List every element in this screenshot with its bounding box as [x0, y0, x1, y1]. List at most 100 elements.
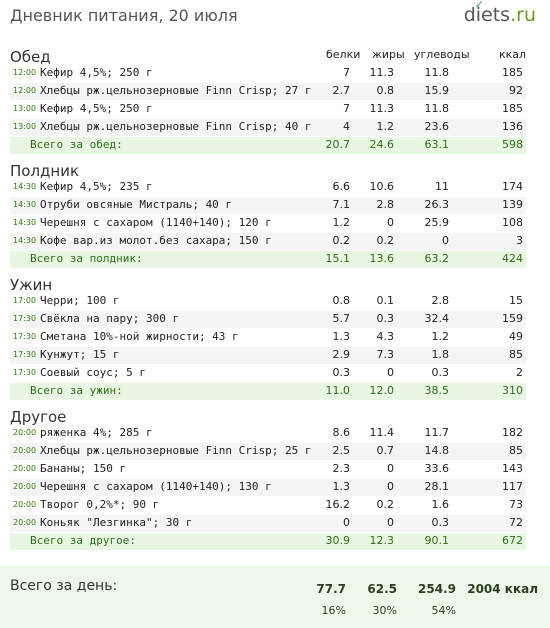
section-total: Всего за полдник: 15.1 13.6 63.2 424 — [10, 251, 526, 268]
section-total: Всего за обед: 20.7 24.6 63.1 598 — [10, 137, 526, 154]
day-percent-carbs: 54% — [431, 604, 456, 617]
food-row[interactable]: 20:00 Хлебцы рж.цельнозерновые Finn Crisp… — [10, 443, 526, 460]
entry-time: 20:00 — [13, 518, 37, 527]
food-name[interactable]: Черешня с сахаром (1140+140); 120 г — [40, 216, 272, 229]
value-carbs: 11.8 — [424, 66, 450, 79]
food-row[interactable]: 20:00 ряженка 4%; 285 г 8.6 11.4 11.7 182 — [10, 425, 526, 442]
food-row[interactable]: 14:30 Черешня с сахаром (1140+140); 120 г… — [10, 215, 526, 232]
value-protein: 7 — [343, 66, 350, 79]
value-kcal: 139 — [502, 198, 523, 211]
value-fat: 10.6 — [369, 180, 395, 193]
food-row[interactable]: 17:30 Кунжут; 15 г 2.9 7.3 1.8 85 — [10, 347, 526, 364]
food-name[interactable]: Черри; 100 г — [40, 294, 120, 307]
food-name[interactable]: ряженка 4%; 285 г — [40, 426, 153, 439]
value-carbs: 1.8 — [431, 348, 450, 361]
value-kcal: 92 — [509, 84, 523, 97]
value-carbs: 0 — [442, 234, 449, 247]
entry-time: 13:00 — [13, 104, 37, 113]
food-name[interactable]: Хлебцы рж.цельнозерновые Finn Crisp; 27 … — [40, 84, 312, 97]
food-name[interactable]: Кунжут; 15 г — [40, 348, 120, 361]
value-fat: 0 — [387, 366, 394, 379]
value-carbs: 11.8 — [424, 102, 450, 115]
value-carbs: 23.6 — [424, 120, 450, 133]
food-row[interactable]: 12:00 Кефир 4,5%; 250 г 7 11.3 11.8 185 — [10, 65, 526, 82]
section-total-label: Всего за ужин: — [30, 384, 123, 397]
day-total-fat: 62.5 — [367, 582, 397, 596]
value-protein: 0.2 — [332, 234, 351, 247]
food-row[interactable]: 13:00 Кефир 4,5%; 250 г 7 11.3 11.8 185 — [10, 101, 526, 118]
food-name[interactable]: Черешня с сахаром (1140+140); 130 г — [40, 480, 272, 493]
food-row[interactable]: 20:00 Коньяк "Лезгинка"; 30 г 0 0 0.3 72 — [10, 515, 526, 532]
food-name[interactable]: Бананы; 150 г — [40, 462, 127, 475]
food-name[interactable]: Хлебцы рж.цельнозерновые Finn Crisp; 40 … — [40, 120, 312, 133]
entry-time: 20:00 — [13, 428, 37, 437]
food-name[interactable]: Кефир 4,5%; 235 г — [40, 180, 153, 193]
entry-time: 12:00 — [13, 68, 37, 77]
value-protein: 1.3 — [332, 480, 351, 493]
food-name[interactable]: Сметана 10%-ной жирности; 43 г — [40, 330, 239, 343]
value-fat: 0.3 — [376, 312, 395, 325]
value-fat: 0.2 — [376, 498, 395, 511]
entry-time: 20:00 — [13, 464, 37, 473]
value-kcal: 117 — [502, 480, 523, 493]
value-protein: 5.7 — [332, 312, 351, 325]
section-total-label: Всего за обед: — [30, 138, 123, 151]
food-row[interactable]: 14:30 Кефир 4,5%; 235 г 6.6 10.6 11 174 — [10, 179, 526, 196]
value-protein: 1.3 — [332, 330, 351, 343]
food-name[interactable]: Творог 0,2%*; 90 г — [40, 498, 160, 511]
food-row[interactable]: 20:00 Черешня с сахаром (1140+140); 130 г… — [10, 479, 526, 496]
total-carbs: 38.5 — [424, 384, 450, 397]
column-carbs: углеводы — [414, 48, 470, 61]
day-percent-protein: 16% — [321, 604, 346, 617]
value-protein: 16.2 — [325, 498, 351, 511]
food-row[interactable]: 17:30 Свёкла на пару; 300 г 5.7 0.3 32.4 159 — [10, 311, 526, 328]
value-fat: 1.2 — [376, 120, 395, 133]
food-row[interactable]: 14:30 Кофе вар.из молот.без сахара; 150 г… — [10, 233, 526, 250]
food-row[interactable]: 17:30 Соевый соус; 5 г 0.3 0 0.3 2 — [10, 365, 526, 382]
value-fat: 0.2 — [376, 234, 395, 247]
value-protein: 2.7 — [332, 84, 351, 97]
food-row[interactable]: 13:00 Хлебцы рж.цельнозерновые Finn Crisp… — [10, 119, 526, 136]
value-kcal: 49 — [509, 330, 523, 343]
food-row[interactable]: 14:30 Отруби овсяные Мистраль; 40 г 7.1 2.8… — [10, 197, 526, 214]
food-name[interactable]: Кофе вар.из молот.без сахара; 150 г — [40, 234, 272, 247]
value-carbs: 0.3 — [431, 516, 450, 529]
day-total-label: Всего за день: — [10, 578, 118, 594]
value-fat: 11.3 — [369, 102, 395, 115]
entry-time: 20:00 — [13, 500, 37, 509]
value-fat: 2.8 — [376, 198, 395, 211]
value-kcal: 159 — [502, 312, 523, 325]
value-protein: 8.6 — [332, 426, 351, 439]
food-name[interactable]: Хлебцы рж.цельнозерновые Finn Crisp; 25 … — [40, 444, 312, 457]
food-row[interactable]: 20:00 Творог 0,2%*; 90 г 16.2 0.2 1.6 73 — [10, 497, 526, 514]
section-total: Всего за другое: 30.9 12.3 90.1 672 — [10, 533, 526, 550]
value-carbs: 26.3 — [424, 198, 450, 211]
food-name[interactable]: Свёкла на пару; 300 г — [40, 312, 180, 325]
section-title: Другое — [10, 408, 67, 426]
brand-name: diets — [463, 4, 511, 26]
value-kcal: 136 — [502, 120, 523, 133]
column-protein: белки — [326, 48, 361, 61]
value-carbs: 1.2 — [431, 330, 450, 343]
total-carbs: 63.1 — [424, 138, 450, 151]
food-row[interactable]: 17:30 Сметана 10%-ной жирности; 43 г 1.3 4.… — [10, 329, 526, 346]
food-row[interactable]: 17:00 Черри; 100 г 0.8 0.1 2.8 15 — [10, 293, 526, 310]
value-protein: 2.3 — [332, 462, 351, 475]
value-fat: 0 — [387, 480, 394, 493]
total-fat: 24.6 — [369, 138, 395, 151]
value-carbs: 1.6 — [431, 498, 450, 511]
site-logo[interactable]: diets.ru ✓ — [463, 0, 536, 26]
value-carbs: 15.9 — [424, 84, 450, 97]
food-name[interactable]: Отруби овсяные Мистраль; 40 г — [40, 198, 233, 211]
food-name[interactable]: Соевый соус; 5 г — [40, 366, 146, 379]
food-name[interactable]: Кефир 4,5%; 250 г — [40, 102, 153, 115]
value-carbs: 33.6 — [424, 462, 450, 475]
food-name[interactable]: Коньяк "Лезгинка"; 30 г — [40, 516, 193, 529]
value-carbs: 0.3 — [431, 366, 450, 379]
food-row[interactable]: 12:00 Хлебцы рж.цельнозерновые Finn Crisp… — [10, 83, 526, 100]
total-protein: 11.0 — [325, 384, 351, 397]
food-name[interactable]: Кефир 4,5%; 250 г — [40, 66, 153, 79]
food-row[interactable]: 20:00 Бананы; 150 г 2.3 0 33.6 143 — [10, 461, 526, 478]
value-kcal: 174 — [502, 180, 523, 193]
